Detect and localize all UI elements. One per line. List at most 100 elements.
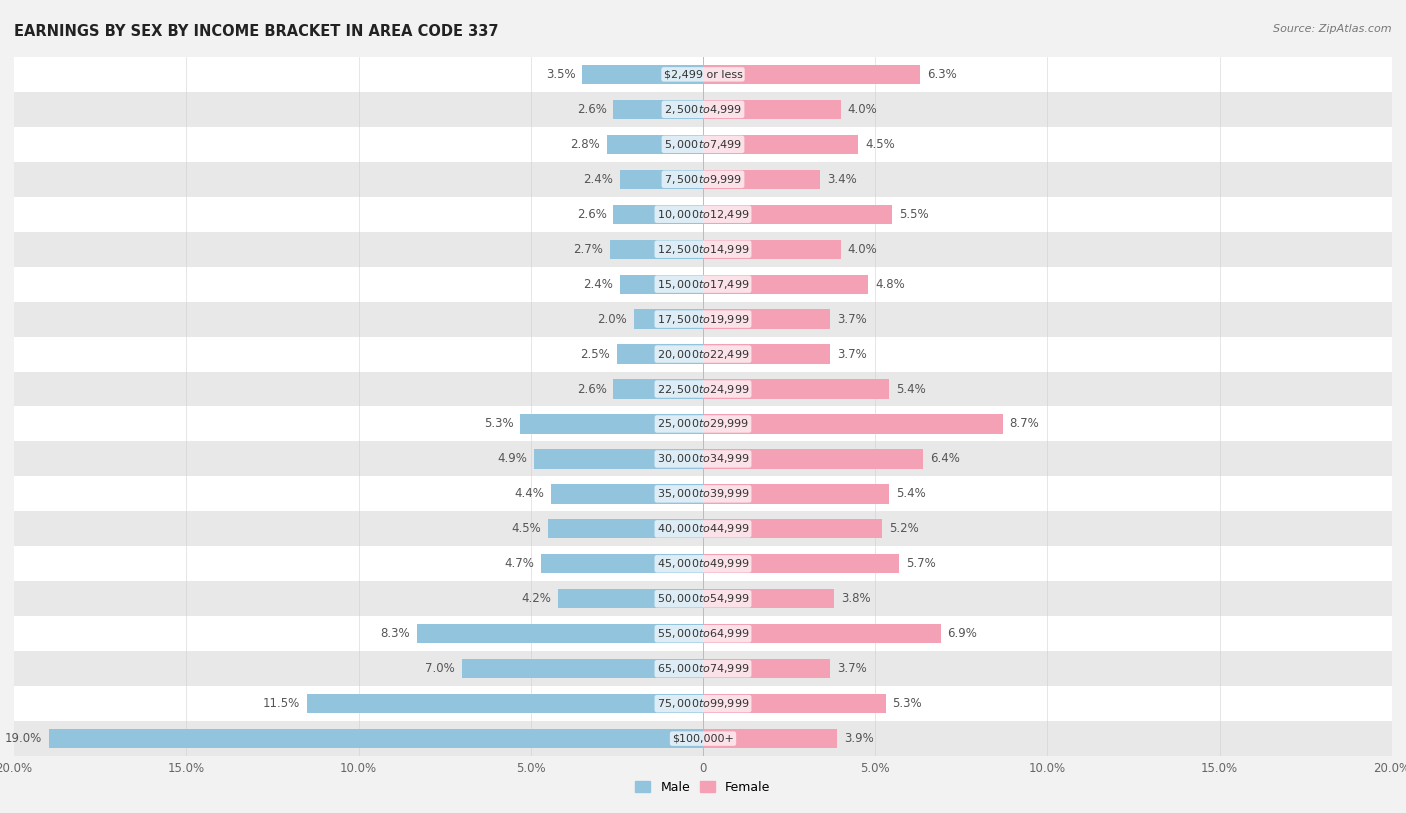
Bar [703,240,841,259]
Text: $22,500 to $24,999: $22,500 to $24,999 [657,383,749,395]
Text: $25,000 to $29,999: $25,000 to $29,999 [657,418,749,430]
Bar [0,57,1406,92]
Text: 4.5%: 4.5% [865,138,894,150]
Text: 5.3%: 5.3% [893,698,922,710]
Text: 2.6%: 2.6% [576,103,606,115]
Bar [0,721,1406,756]
Text: 8.3%: 8.3% [381,628,411,640]
Text: 4.7%: 4.7% [505,558,534,570]
Text: $100,000+: $100,000+ [672,733,734,744]
Text: 2.0%: 2.0% [598,313,627,325]
Text: 5.5%: 5.5% [900,208,929,220]
Text: 5.4%: 5.4% [896,488,925,500]
Text: 5.7%: 5.7% [907,558,936,570]
Text: EARNINGS BY SEX BY INCOME BRACKET IN AREA CODE 337: EARNINGS BY SEX BY INCOME BRACKET IN ARE… [14,24,499,39]
Bar [534,450,703,468]
Bar [461,659,703,678]
Legend: Male, Female: Male, Female [630,776,776,799]
Text: 3.9%: 3.9% [844,733,875,745]
Text: $5,000 to $7,499: $5,000 to $7,499 [664,138,742,150]
Bar [613,380,703,398]
Text: 3.8%: 3.8% [841,593,870,605]
Bar [703,659,831,678]
Bar [703,205,893,224]
Text: 6.3%: 6.3% [927,68,956,80]
Text: $20,000 to $22,499: $20,000 to $22,499 [657,348,749,360]
Text: 8.7%: 8.7% [1010,418,1039,430]
Text: 3.4%: 3.4% [827,173,856,185]
Bar [0,441,1406,476]
Text: 4.5%: 4.5% [512,523,541,535]
Text: 3.7%: 3.7% [838,313,868,325]
Bar [703,520,882,538]
Text: 5.4%: 5.4% [896,383,925,395]
Bar [613,205,703,224]
Bar [0,476,1406,511]
Text: $50,000 to $54,999: $50,000 to $54,999 [657,593,749,605]
Text: 4.9%: 4.9% [498,453,527,465]
Text: 4.8%: 4.8% [875,278,905,290]
Bar [606,135,703,154]
Text: 2.4%: 2.4% [583,173,613,185]
Text: 3.5%: 3.5% [546,68,575,80]
Text: $10,000 to $12,499: $10,000 to $12,499 [657,208,749,220]
Text: $40,000 to $44,999: $40,000 to $44,999 [657,523,749,535]
Text: 4.0%: 4.0% [848,243,877,255]
Bar [0,616,1406,651]
Text: 6.9%: 6.9% [948,628,977,640]
Bar [48,729,703,748]
Text: 7.0%: 7.0% [425,663,456,675]
Bar [0,337,1406,372]
Bar [0,581,1406,616]
Bar [0,267,1406,302]
Bar [520,415,703,433]
Bar [0,686,1406,721]
Text: $17,500 to $19,999: $17,500 to $19,999 [657,313,749,325]
Text: 3.7%: 3.7% [838,348,868,360]
Bar [418,624,703,643]
Bar [541,554,703,573]
Text: 2.7%: 2.7% [574,243,603,255]
Bar [0,162,1406,197]
Bar [0,372,1406,406]
Bar [0,651,1406,686]
Text: $65,000 to $74,999: $65,000 to $74,999 [657,663,749,675]
Text: 2.8%: 2.8% [569,138,599,150]
Text: 19.0%: 19.0% [4,733,42,745]
Bar [0,92,1406,127]
Bar [558,589,703,608]
Bar [703,170,820,189]
Bar [703,589,834,608]
Bar [551,485,703,503]
Text: 2.5%: 2.5% [581,348,610,360]
Bar [703,345,831,363]
Text: $2,499 or less: $2,499 or less [664,69,742,80]
Text: Source: ZipAtlas.com: Source: ZipAtlas.com [1274,24,1392,34]
Text: 6.4%: 6.4% [931,453,960,465]
Bar [703,135,858,154]
Text: $12,500 to $14,999: $12,500 to $14,999 [657,243,749,255]
Bar [634,310,703,328]
Bar [703,275,869,293]
Bar [0,127,1406,162]
Bar [703,310,831,328]
Text: 4.0%: 4.0% [848,103,877,115]
Text: $2,500 to $4,999: $2,500 to $4,999 [664,103,742,115]
Text: $75,000 to $99,999: $75,000 to $99,999 [657,698,749,710]
Bar [0,511,1406,546]
Bar [703,624,941,643]
Bar [703,380,889,398]
Bar [703,65,920,84]
Bar [0,232,1406,267]
Bar [620,170,703,189]
Text: $55,000 to $64,999: $55,000 to $64,999 [657,628,749,640]
Bar [548,520,703,538]
Bar [703,450,924,468]
Bar [610,240,703,259]
Bar [0,197,1406,232]
Bar [703,729,838,748]
Bar [703,554,900,573]
Bar [703,415,1002,433]
Bar [0,302,1406,337]
Bar [703,694,886,713]
